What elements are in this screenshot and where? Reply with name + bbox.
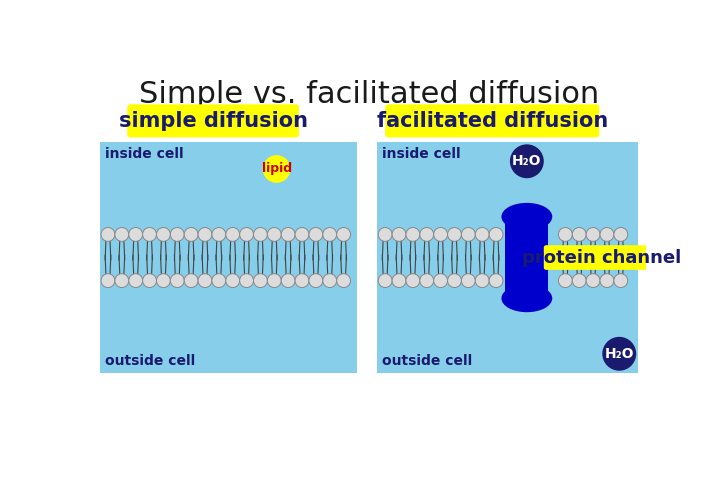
Circle shape: [392, 274, 406, 288]
Circle shape: [337, 228, 351, 242]
Text: protein channel: protein channel: [522, 248, 682, 266]
Circle shape: [559, 228, 572, 242]
Circle shape: [267, 228, 282, 242]
Text: inside cell: inside cell: [382, 147, 461, 161]
Circle shape: [489, 228, 503, 242]
Circle shape: [212, 228, 226, 242]
Circle shape: [600, 274, 614, 288]
FancyBboxPatch shape: [544, 245, 660, 270]
Circle shape: [115, 274, 129, 288]
Ellipse shape: [501, 284, 552, 312]
FancyBboxPatch shape: [385, 104, 599, 137]
Circle shape: [171, 228, 184, 242]
Circle shape: [295, 228, 309, 242]
Circle shape: [510, 144, 544, 178]
Text: outside cell: outside cell: [105, 354, 195, 368]
FancyBboxPatch shape: [127, 104, 299, 137]
Circle shape: [433, 274, 448, 288]
Text: inside cell: inside cell: [105, 147, 184, 161]
Circle shape: [337, 274, 351, 288]
Circle shape: [323, 228, 337, 242]
Circle shape: [448, 228, 462, 242]
Circle shape: [572, 274, 586, 288]
Circle shape: [263, 155, 290, 183]
Circle shape: [253, 274, 267, 288]
Ellipse shape: [501, 203, 552, 231]
Circle shape: [184, 274, 198, 288]
Circle shape: [559, 274, 572, 288]
Circle shape: [489, 274, 503, 288]
Circle shape: [267, 274, 282, 288]
Circle shape: [156, 228, 171, 242]
Circle shape: [129, 228, 143, 242]
Circle shape: [420, 274, 433, 288]
Circle shape: [212, 274, 226, 288]
FancyBboxPatch shape: [377, 142, 639, 373]
Circle shape: [309, 274, 323, 288]
Circle shape: [614, 228, 628, 242]
Circle shape: [309, 228, 323, 242]
Circle shape: [462, 274, 475, 288]
Circle shape: [603, 337, 636, 371]
Circle shape: [433, 228, 448, 242]
Text: H₂O: H₂O: [512, 154, 541, 168]
Circle shape: [143, 228, 156, 242]
Circle shape: [586, 228, 600, 242]
Circle shape: [226, 228, 240, 242]
Circle shape: [378, 274, 392, 288]
FancyBboxPatch shape: [505, 217, 549, 298]
Circle shape: [392, 228, 406, 242]
Circle shape: [115, 228, 129, 242]
Text: lipid: lipid: [261, 163, 292, 175]
Circle shape: [378, 228, 392, 242]
Circle shape: [282, 274, 295, 288]
Circle shape: [448, 274, 462, 288]
Circle shape: [475, 274, 489, 288]
Circle shape: [572, 228, 586, 242]
Circle shape: [600, 228, 614, 242]
Circle shape: [156, 274, 171, 288]
Circle shape: [614, 274, 628, 288]
Circle shape: [240, 228, 253, 242]
Circle shape: [323, 274, 337, 288]
Circle shape: [282, 228, 295, 242]
Circle shape: [420, 228, 433, 242]
Circle shape: [406, 274, 420, 288]
Text: H₂O: H₂O: [605, 347, 634, 361]
Text: facilitated diffusion: facilitated diffusion: [377, 111, 608, 131]
Circle shape: [198, 228, 212, 242]
Circle shape: [184, 228, 198, 242]
Circle shape: [406, 228, 420, 242]
Circle shape: [143, 274, 156, 288]
Circle shape: [253, 228, 267, 242]
Circle shape: [586, 274, 600, 288]
Text: Simple vs. facilitated diffusion: Simple vs. facilitated diffusion: [139, 81, 599, 109]
Circle shape: [295, 274, 309, 288]
Text: simple diffusion: simple diffusion: [119, 111, 307, 131]
Text: outside cell: outside cell: [382, 354, 472, 368]
Circle shape: [129, 274, 143, 288]
Circle shape: [101, 274, 115, 288]
Circle shape: [101, 228, 115, 242]
Circle shape: [462, 228, 475, 242]
Circle shape: [226, 274, 240, 288]
Circle shape: [198, 274, 212, 288]
FancyBboxPatch shape: [99, 142, 357, 373]
Circle shape: [475, 228, 489, 242]
Circle shape: [171, 274, 184, 288]
Circle shape: [240, 274, 253, 288]
